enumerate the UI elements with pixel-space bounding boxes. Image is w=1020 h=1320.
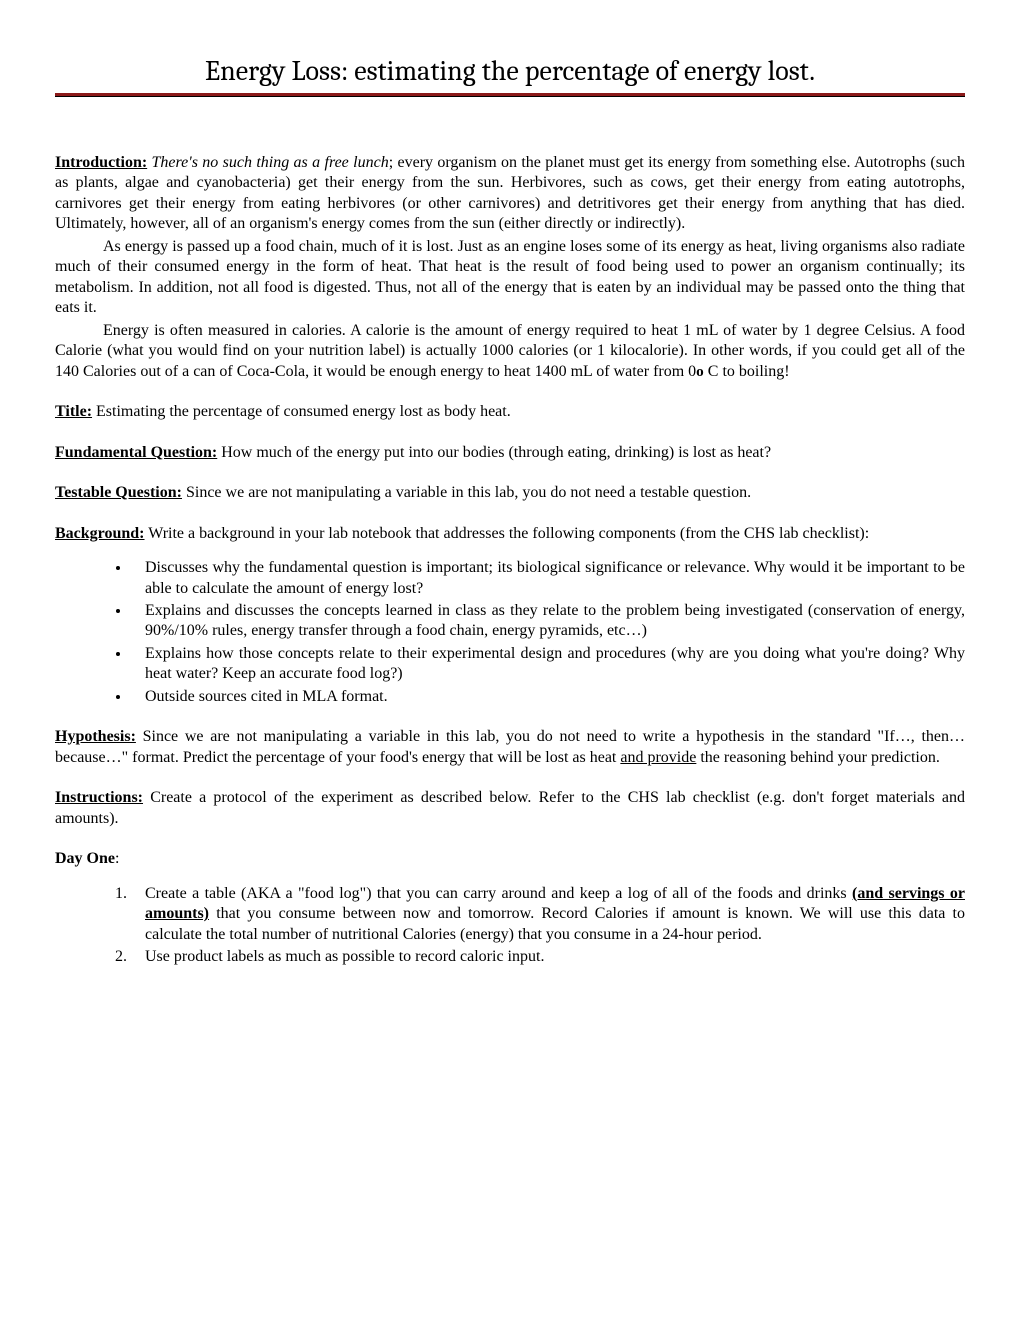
intro-p3b: C to boiling! [704,363,790,380]
day-one-steps: Create a table (AKA a "food log") that y… [55,884,965,968]
title-rule [55,93,965,97]
document-title: Energy Loss: estimating the percentage o… [55,55,965,87]
hyp-label: Hypothesis: [55,728,136,745]
title-rule-accent [55,93,965,96]
list-item: Explains how those concepts relate to th… [131,644,965,685]
list-item: Create a table (AKA a "food log") that y… [131,884,965,945]
intro-label: Introduction: [55,154,147,171]
background-section: Background: Write a background in your l… [55,524,965,708]
tq-label: Testable Question: [55,484,182,501]
fq-text: How much of the energy put into our bodi… [217,444,771,461]
instructions-section: Instructions: Create a protocol of the e… [55,788,965,829]
day-one-colon: : [115,850,119,867]
title-section: Title: Estimating the percentage of cons… [55,402,965,422]
document-body: Introduction: There's no such thing as a… [55,153,965,968]
background-intro: Background: Write a background in your l… [55,524,965,544]
step1-a: Create a table (AKA a "food log") that y… [145,885,852,902]
list-item: Use product labels as much as possible t… [131,947,965,967]
intro-paragraph-2: As energy is passed up a food chain, muc… [55,237,965,319]
intro-paragraph-1: Introduction: There's no such thing as a… [55,153,965,235]
fq-label: Fundamental Question: [55,444,217,461]
testable-question: Testable Question: Since we are not mani… [55,483,965,503]
list-item: Outside sources cited in MLA format. [131,687,965,707]
fundamental-question: Fundamental Question: How much of the en… [55,443,965,463]
page: Energy Loss: estimating the percentage o… [0,0,1020,1025]
instr-text: Create a protocol of the experiment as d… [55,789,965,826]
tq-text: Since we are not manipulating a variable… [182,484,751,501]
bg-label: Background: [55,525,145,542]
bg-text: Write a background in your lab notebook … [145,525,870,542]
background-bullets: Discusses why the fundamental question i… [55,558,965,707]
day-one-label: Day One [55,850,115,867]
intro-p3a: Energy is often measured in calories. A … [55,322,965,380]
title-text: Estimating the percentage of consumed en… [92,403,511,420]
intro-paragraph-3: Energy is often measured in calories. A … [55,321,965,382]
instr-label: Instructions: [55,789,143,806]
step1-b: that you consume between now and tomorro… [145,905,965,942]
hyp-underline: and provide [620,749,696,766]
list-item: Discusses why the fundamental question i… [131,558,965,599]
hyp-text-b: the reasoning behind your prediction. [696,749,940,766]
title-label: Title: [55,403,92,420]
list-item: Explains and discusses the concepts lear… [131,601,965,642]
day-one-heading: Day One: [55,849,965,869]
intro-degree: o [696,363,704,380]
intro-lead-italic: There's no such thing as a free lunch [152,154,389,171]
hypothesis-section: Hypothesis: Since we are not manipulatin… [55,727,965,768]
